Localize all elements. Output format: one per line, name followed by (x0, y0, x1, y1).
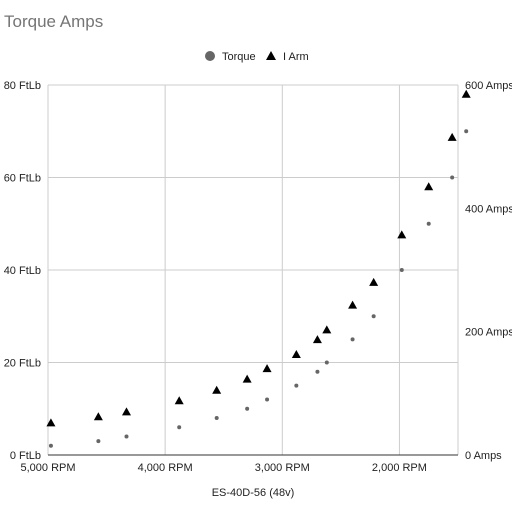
i-arm-point (291, 349, 301, 358)
legend: Torque I Arm (205, 51, 309, 63)
torque-point (48, 443, 53, 448)
y-right-tick-label: 0 Amps (465, 450, 502, 462)
y-left-tick-label: 20 FtLb (4, 358, 41, 370)
i-arm-point (242, 374, 252, 383)
y-left-tick-label: 80 FtLb (4, 80, 41, 92)
i-arm-point (174, 396, 184, 405)
torque-point (124, 434, 129, 439)
x-tick-label: 2,000 RPM (372, 462, 427, 474)
torque-point (96, 439, 101, 444)
i-arm-point (322, 325, 332, 334)
i-arm-point (397, 230, 407, 239)
i-arm-point (262, 364, 272, 373)
y-right-tick-label: 400 Amps (465, 203, 512, 215)
legend-i-arm-label: I Arm (283, 51, 309, 63)
i-arm-point (312, 335, 322, 344)
i-arm-point (348, 300, 358, 309)
legend-torque-label: Torque (222, 51, 256, 63)
x-axis-title: ES-40D-56 (48v) (212, 487, 295, 499)
torque-point (177, 425, 182, 430)
torque-point (464, 129, 469, 134)
torque-point (324, 360, 329, 365)
y-right-tick-label: 600 Amps (465, 80, 512, 92)
torque-point (450, 175, 455, 180)
i-arm-point (461, 89, 471, 98)
legend-i-arm-marker (266, 51, 276, 60)
i-arm-point (447, 132, 457, 141)
i-arm-point (369, 277, 379, 286)
i-arm-point (424, 182, 434, 191)
y-right-tick-label: 200 Amps (465, 327, 512, 339)
torque-point (350, 337, 355, 342)
i-arm-point (46, 418, 56, 427)
gridlines (47, 84, 459, 455)
torque-point (265, 397, 270, 402)
torque-point (315, 369, 320, 374)
x-tick-label: 4,000 RPM (138, 462, 193, 474)
torque-point (399, 268, 404, 272)
torque-point (371, 314, 376, 319)
chart-title: Torque Amps (4, 12, 103, 31)
legend-torque-marker (205, 51, 215, 61)
y-left-tick-label: 40 FtLb (4, 265, 41, 277)
x-tick-label: 3,000 RPM (255, 462, 310, 474)
torque-point (426, 221, 431, 226)
i-arm-point (121, 407, 131, 416)
x-tick-label: 5,000 RPM (20, 462, 75, 474)
data-points (46, 89, 471, 448)
i-arm-point (212, 385, 222, 394)
i-arm-point (93, 412, 103, 421)
torque-point (214, 416, 219, 420)
y-left-tick-label: 60 FtLb (4, 173, 41, 185)
torque-point (245, 406, 250, 411)
torque-point (294, 383, 299, 388)
axes: 0 FtLb 20 FtLb 40 FtLb 60 FtLb 80 FtLb 0 Amps… (4, 80, 512, 474)
y-left-tick-label: 0 FtLb (10, 450, 41, 462)
